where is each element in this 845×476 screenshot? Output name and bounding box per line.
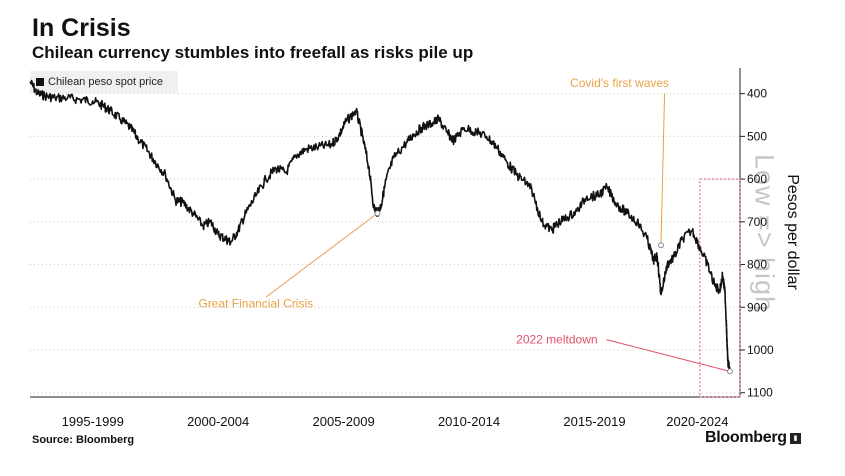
legend-label: Chilean peso spot price	[48, 76, 163, 88]
annotation-leader	[660, 93, 666, 246]
brand-logo: Bloomberg	[705, 429, 787, 446]
y-tick-label: 900	[747, 300, 767, 314]
y-tick-label: 400	[747, 87, 767, 101]
annotation-label: Covid's first waves	[570, 76, 669, 90]
legend-swatch	[36, 78, 44, 87]
y-tick-label: 600	[747, 172, 767, 186]
x-tick-label: 2000-2004	[187, 414, 249, 429]
chart-title: In Crisis	[32, 14, 131, 42]
annotation-point	[658, 242, 664, 249]
source-note: Source: Bloomberg	[32, 434, 135, 446]
annotation-label: 2022 meltdown	[516, 333, 597, 347]
highlight-box	[699, 178, 741, 398]
x-tick-label: 2010-2014	[438, 414, 500, 429]
y-tick-label: 500	[747, 129, 767, 143]
y-tick-label: 700	[747, 215, 767, 229]
x-tick-label: 2015-2019	[563, 414, 625, 429]
y-tick-label: 800	[747, 258, 767, 272]
x-tick-label: 2005-2009	[313, 414, 375, 429]
annotation-label: Great Financial Crisis	[198, 296, 313, 310]
annotation-leader	[606, 339, 731, 372]
chart-subtitle: Chilean currency stumbles into freefall …	[32, 43, 474, 62]
annotation-point	[727, 368, 733, 375]
y-tick-label: 1000	[747, 343, 774, 357]
annotation-point	[374, 210, 381, 217]
x-tick-label: 2020-2024	[666, 414, 728, 429]
y-tick-label: 1100	[747, 386, 773, 400]
legend: Chilean peso spot price	[30, 71, 178, 93]
x-tick-label: 1995-1999	[62, 414, 124, 429]
annotation-leader	[265, 212, 378, 298]
peso-series-line	[29, 79, 731, 373]
chart-icon: ▮	[790, 433, 801, 444]
